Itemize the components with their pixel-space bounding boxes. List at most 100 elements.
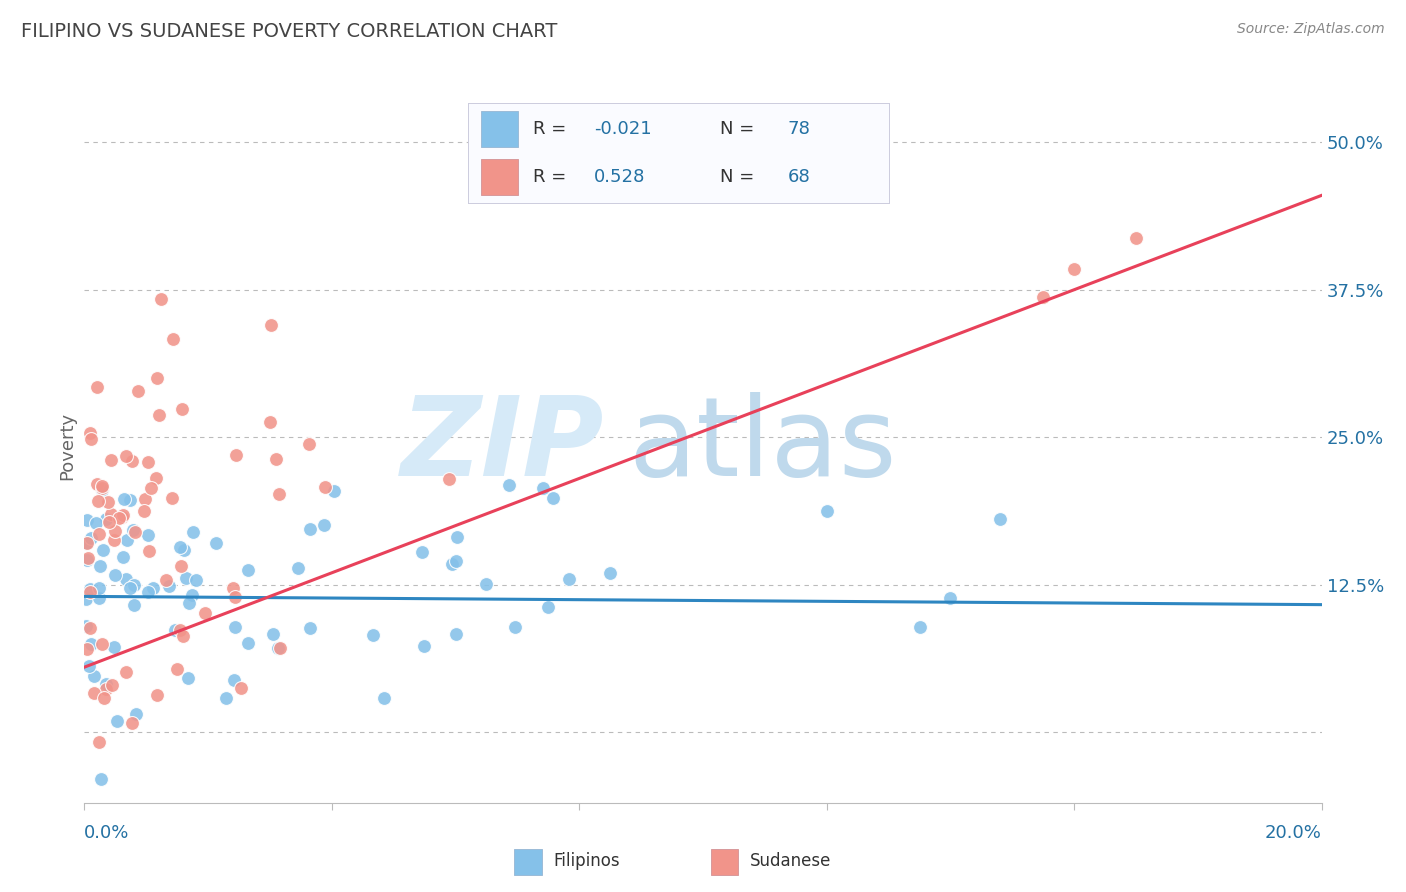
Point	[100, 453, 122, 467]
Point	[79, 659, 101, 673]
Text: Sudanese: Sudanese	[751, 852, 831, 871]
Text: -0.021: -0.021	[595, 120, 652, 138]
Point	[136, 455, 159, 469]
Point	[260, 318, 283, 332]
Point	[100, 508, 122, 522]
Point	[90, 481, 112, 495]
Text: N =: N =	[720, 120, 761, 138]
Point	[90, 636, 112, 650]
Point	[165, 623, 187, 637]
Point	[83, 685, 105, 699]
Point	[298, 437, 321, 451]
Point	[80, 432, 103, 446]
Point	[498, 478, 520, 492]
Point	[104, 567, 127, 582]
Point	[114, 572, 136, 586]
Point	[105, 714, 128, 728]
Point	[93, 690, 115, 705]
Point	[298, 522, 321, 536]
Point	[91, 483, 114, 498]
Point	[170, 402, 193, 417]
Point	[162, 333, 184, 347]
Point	[222, 581, 245, 595]
Point	[139, 481, 162, 495]
Point	[361, 628, 384, 642]
Point	[815, 504, 838, 518]
Point	[84, 516, 107, 530]
Point	[97, 515, 120, 529]
Point	[127, 384, 149, 398]
Point	[121, 716, 143, 731]
Point	[122, 578, 145, 592]
Point	[181, 524, 204, 539]
Point	[166, 662, 188, 676]
Point	[112, 491, 135, 506]
Point	[76, 642, 98, 657]
Point	[115, 449, 138, 463]
Point	[91, 543, 114, 558]
Point	[76, 536, 98, 550]
Point	[411, 545, 433, 559]
Text: R =: R =	[533, 120, 572, 138]
Text: 0.528: 0.528	[595, 169, 645, 186]
Point	[236, 563, 259, 577]
Point	[225, 448, 247, 462]
Point	[184, 574, 207, 588]
Point	[121, 454, 143, 468]
Point	[76, 553, 98, 567]
Text: 78: 78	[787, 120, 810, 138]
Point	[259, 415, 281, 429]
Point	[79, 621, 101, 635]
Point	[134, 491, 156, 506]
Point	[146, 688, 169, 702]
Text: 68: 68	[787, 169, 810, 186]
Point	[76, 514, 98, 528]
Point	[541, 491, 564, 505]
Bar	[481, 112, 519, 147]
Point	[148, 409, 170, 423]
Point	[170, 558, 193, 573]
Point	[262, 627, 284, 641]
Text: atlas: atlas	[628, 392, 897, 500]
Point	[269, 487, 291, 501]
Point	[79, 531, 101, 545]
Point	[224, 620, 246, 634]
Point	[157, 579, 180, 593]
Point	[1125, 231, 1147, 245]
Point	[124, 525, 146, 540]
Point	[179, 596, 201, 610]
Point	[115, 533, 138, 547]
Point	[108, 511, 131, 525]
Bar	[481, 160, 519, 195]
Point	[86, 380, 108, 394]
Point	[149, 292, 172, 306]
Point	[988, 512, 1011, 526]
Point	[169, 540, 191, 554]
Point	[440, 558, 463, 572]
Point	[224, 590, 246, 604]
Point	[599, 566, 621, 580]
Text: 20.0%: 20.0%	[1265, 824, 1322, 842]
Point	[446, 626, 468, 640]
Point	[104, 524, 127, 538]
Point	[87, 581, 110, 595]
Point	[236, 635, 259, 649]
Point	[101, 678, 124, 692]
Point	[87, 527, 110, 541]
Point	[194, 606, 217, 620]
Point	[531, 481, 554, 495]
Point	[94, 676, 117, 690]
Point	[264, 451, 287, 466]
Y-axis label: Poverty: Poverty	[58, 412, 76, 480]
Point	[176, 571, 198, 585]
Point	[181, 588, 204, 602]
Point	[437, 472, 460, 486]
Point	[103, 640, 125, 654]
Bar	[711, 849, 738, 875]
Point	[75, 536, 97, 550]
Point	[120, 493, 142, 508]
Point	[83, 668, 105, 682]
Point	[475, 576, 498, 591]
Point	[558, 572, 581, 586]
Point	[229, 681, 252, 695]
